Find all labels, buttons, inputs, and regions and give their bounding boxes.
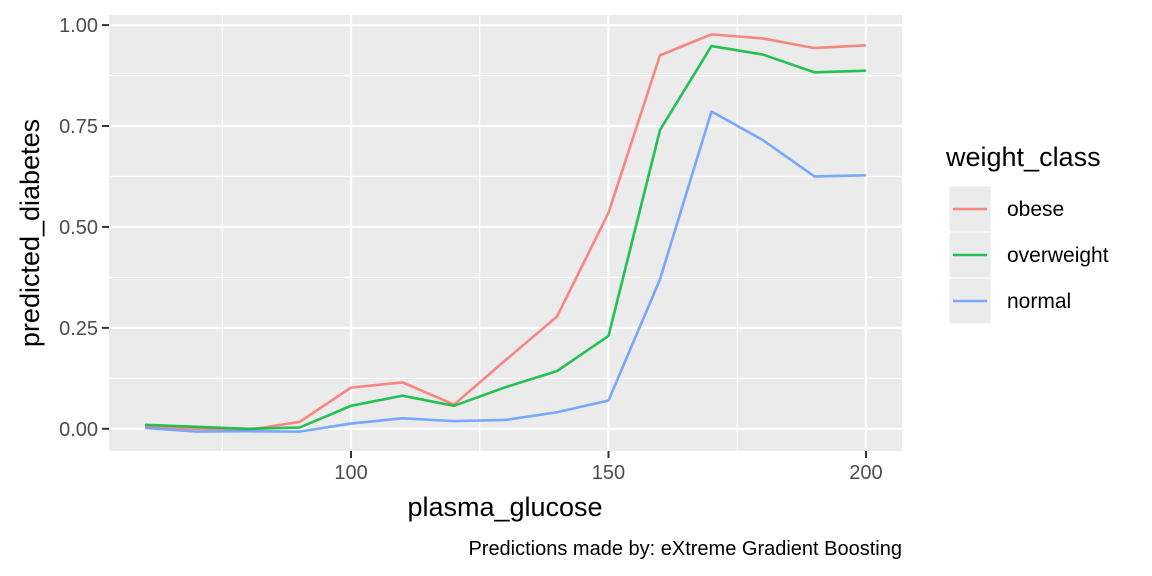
major-gridlines	[109, 15, 902, 451]
legend-label-normal: normal	[1007, 290, 1071, 313]
legend-title: weight_class	[945, 142, 1101, 172]
x-axis-title: plasma_glucose	[407, 492, 602, 522]
plot-panel	[109, 15, 902, 451]
caption: Predictions made by: eXtreme Gradient Bo…	[468, 538, 902, 560]
x-tick-label: 100	[334, 462, 367, 484]
y-axis: 0.00 0.25 0.50 0.75 1.00	[59, 15, 109, 441]
x-tick-label: 150	[592, 462, 625, 484]
y-axis-title: predicted_diabetes	[15, 119, 45, 347]
y-tick-label: 0.00	[59, 419, 98, 441]
legend-label-obese: obese	[1007, 198, 1064, 221]
y-tick-label: 0.75	[59, 116, 98, 138]
y-tick-label: 1.00	[59, 15, 98, 37]
legend-label-overweight: overweight	[1007, 244, 1109, 267]
legend-items: obese overweight normal	[948, 185, 1109, 325]
x-tick-label: 200	[849, 462, 882, 484]
series-lines	[144, 33, 867, 433]
series-line-normal	[144, 110, 866, 433]
legend: weight_class obese overweight normal	[945, 142, 1109, 325]
y-tick-label: 0.50	[59, 217, 98, 239]
y-tick-label: 0.25	[59, 318, 98, 340]
x-axis: 100 150 200	[334, 451, 883, 484]
series-line-overweight	[144, 44, 866, 431]
minor-gridlines	[109, 15, 902, 451]
